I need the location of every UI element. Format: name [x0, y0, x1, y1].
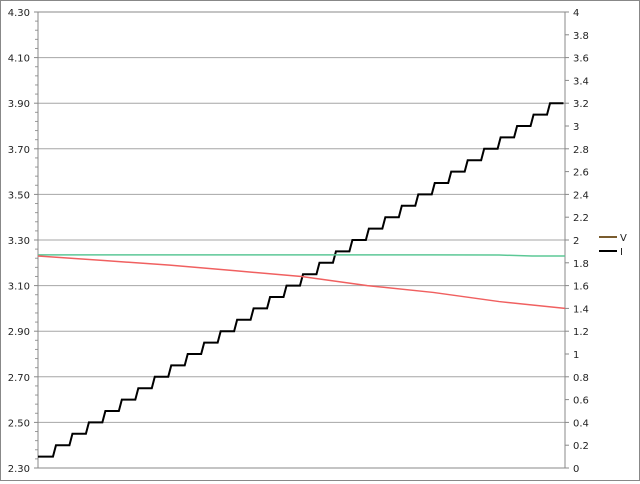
y-left-tick-label: 3.90: [8, 99, 30, 110]
y-left-tick-label: 3.10: [8, 282, 30, 293]
y-right-tick-label: 0.2: [573, 441, 589, 452]
y-right-tick-label: 0: [573, 464, 579, 475]
y-left-tick-label: 2.50: [8, 418, 30, 429]
y-right-tick-label: 0.4: [573, 418, 589, 429]
y-left-tick-label: 2.90: [8, 327, 30, 338]
y-right-tick-label: 1.8: [573, 259, 589, 270]
y-right-tick-label: 2.4: [573, 190, 589, 201]
series-line-1: [38, 254, 565, 257]
y-right-tick-label: 2.8: [573, 145, 589, 156]
y-right-tick-label: 4: [573, 8, 579, 19]
y-right-tick-label: 0.8: [573, 373, 589, 384]
y-left-tick-label: 3.70: [8, 145, 30, 156]
y-right-tick-label: 2: [573, 236, 579, 247]
y-right-tick-label: 3.8: [573, 31, 589, 42]
y-left-tick-label: 3.30: [8, 236, 30, 247]
y-right-tick-label: 1.4: [573, 304, 589, 315]
y-right-tick-label: 1: [573, 350, 579, 361]
y-right-tick-label: 3.2: [573, 99, 589, 110]
legend-label-v: V: [620, 233, 627, 244]
y-right-tick-label: 2.2: [573, 213, 589, 224]
y-right-tick-label: 3.4: [573, 76, 589, 87]
y-left-tick-label: 4.10: [8, 54, 30, 65]
y-right-tick-label: 1.2: [573, 327, 589, 338]
y-right-tick-label: 3.6: [573, 54, 589, 65]
y-right-tick-label: 3: [573, 122, 579, 133]
legend-label-i: I: [620, 247, 623, 258]
y-left-tick-label: 4.30: [8, 8, 30, 19]
y-right-tick-label: 0.6: [573, 396, 589, 407]
series-line-0: [38, 102, 564, 458]
y-right-tick-label: 1.6: [573, 282, 589, 293]
y-left-tick-label: 3.50: [8, 190, 30, 201]
y-left-tick-label: 2.70: [8, 373, 30, 384]
series-line-2: [37, 255, 566, 310]
y-left-tick-label: 2.30: [8, 464, 30, 475]
y-right-tick-label: 2.6: [573, 168, 589, 179]
